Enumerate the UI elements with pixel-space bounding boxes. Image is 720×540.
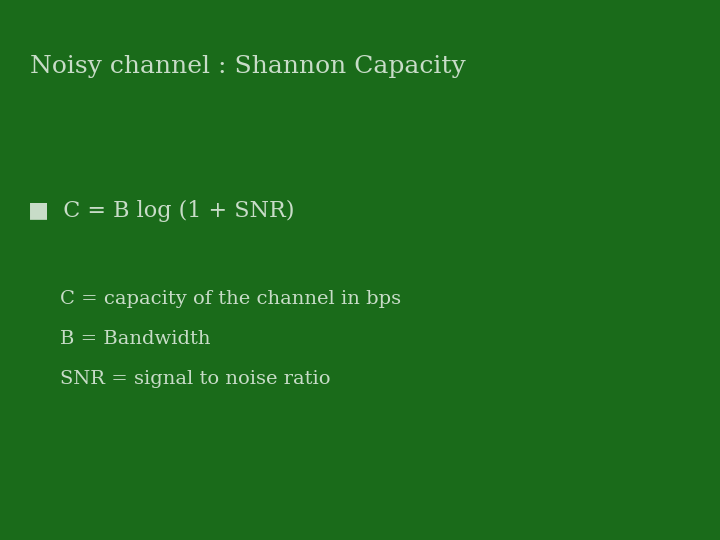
Text: C = capacity of the channel in bps: C = capacity of the channel in bps [60, 290, 401, 308]
Text: ■  C = B log (1 + SNR): ■ C = B log (1 + SNR) [28, 200, 294, 222]
Text: B = Bandwidth: B = Bandwidth [60, 330, 210, 348]
Text: Noisy channel : Shannon Capacity: Noisy channel : Shannon Capacity [30, 55, 466, 78]
Text: SNR = signal to noise ratio: SNR = signal to noise ratio [60, 370, 330, 388]
